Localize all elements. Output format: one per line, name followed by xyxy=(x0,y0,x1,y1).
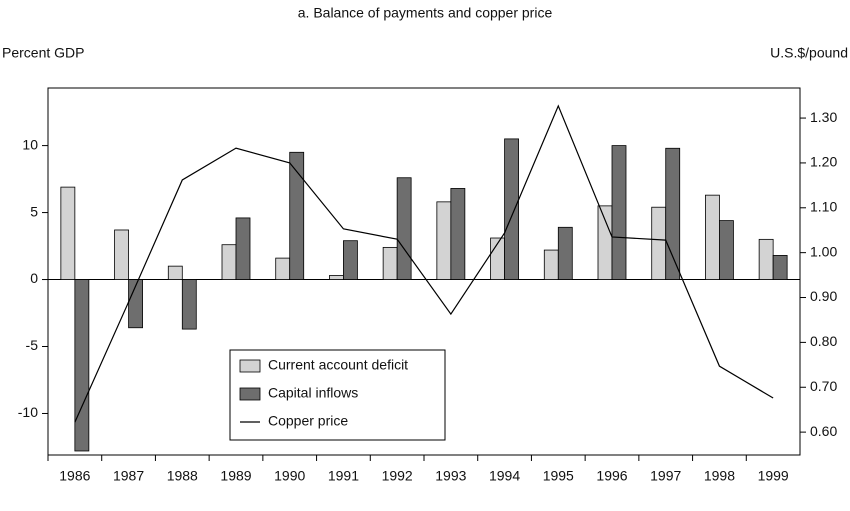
bar xyxy=(396,177,412,280)
y2-tick-label: 0.70 xyxy=(810,378,837,394)
legend-swatch xyxy=(239,387,261,401)
x-tick-label: 1994 xyxy=(489,468,520,484)
y-tick-label: -10 xyxy=(18,404,38,420)
y2-tick-label: 0.90 xyxy=(810,288,837,304)
y-tick-label: -5 xyxy=(26,337,39,353)
bar xyxy=(651,206,667,280)
bar xyxy=(557,226,573,280)
x-tick-label: 1999 xyxy=(758,468,789,484)
x-tick-label: 1986 xyxy=(59,468,90,484)
line xyxy=(74,104,774,423)
x-tick-label: 1987 xyxy=(113,468,144,484)
bar xyxy=(772,255,788,280)
bar xyxy=(235,217,251,280)
y-tick-label: 0 xyxy=(30,270,38,286)
bar xyxy=(382,246,398,280)
bar xyxy=(275,257,291,280)
y2-tick-label: 1.30 xyxy=(810,109,837,125)
y2-tick-label: 1.10 xyxy=(810,198,837,214)
y-tick-label: 10 xyxy=(22,136,38,152)
legend-label: Current account deficit xyxy=(268,357,408,373)
bar xyxy=(167,265,183,280)
bar xyxy=(114,229,129,280)
x-tick-label: 1989 xyxy=(220,468,251,484)
y-tick-label: 5 xyxy=(30,203,38,219)
bar xyxy=(719,220,734,280)
bar xyxy=(329,275,344,280)
legend-box xyxy=(229,349,446,441)
bar xyxy=(543,249,559,280)
x-tick-label: 1992 xyxy=(382,468,413,484)
x-tick-label: 1997 xyxy=(650,468,681,484)
y2-tick-label: 0.60 xyxy=(810,423,837,439)
legend-label: Capital inflows xyxy=(268,385,358,401)
bar xyxy=(128,279,143,329)
bar xyxy=(221,244,237,280)
bar xyxy=(611,145,627,280)
x-tick-label: 1998 xyxy=(704,468,735,484)
y2-axis-label: U.S.$/pound xyxy=(770,45,848,61)
x-tick-label: 1993 xyxy=(435,468,466,484)
x-tick-label: 1996 xyxy=(596,468,627,484)
bar xyxy=(597,205,613,280)
y2-tick-label: 0.80 xyxy=(810,333,837,349)
bar xyxy=(758,238,774,280)
bar xyxy=(289,151,305,280)
legend-swatch xyxy=(239,359,261,373)
y-axis-label: Percent GDP xyxy=(2,45,84,61)
x-tick-label: 1988 xyxy=(167,468,198,484)
y2-tick-label: 1.20 xyxy=(810,154,837,170)
bar xyxy=(436,201,452,280)
bar xyxy=(504,138,519,280)
bar xyxy=(181,279,197,330)
bar xyxy=(665,147,681,280)
x-tick-label: 1991 xyxy=(328,468,359,484)
bar xyxy=(705,194,720,280)
legend-label: Copper price xyxy=(268,413,348,429)
x-tick-label: 1990 xyxy=(274,468,305,484)
x-tick-label: 1995 xyxy=(543,468,574,484)
y2-tick-label: 1.00 xyxy=(810,243,837,259)
bar xyxy=(343,240,358,280)
bar xyxy=(450,188,466,280)
bar xyxy=(74,279,90,452)
chart-title: a. Balance of payments and copper price xyxy=(298,5,553,21)
bar xyxy=(60,186,76,280)
